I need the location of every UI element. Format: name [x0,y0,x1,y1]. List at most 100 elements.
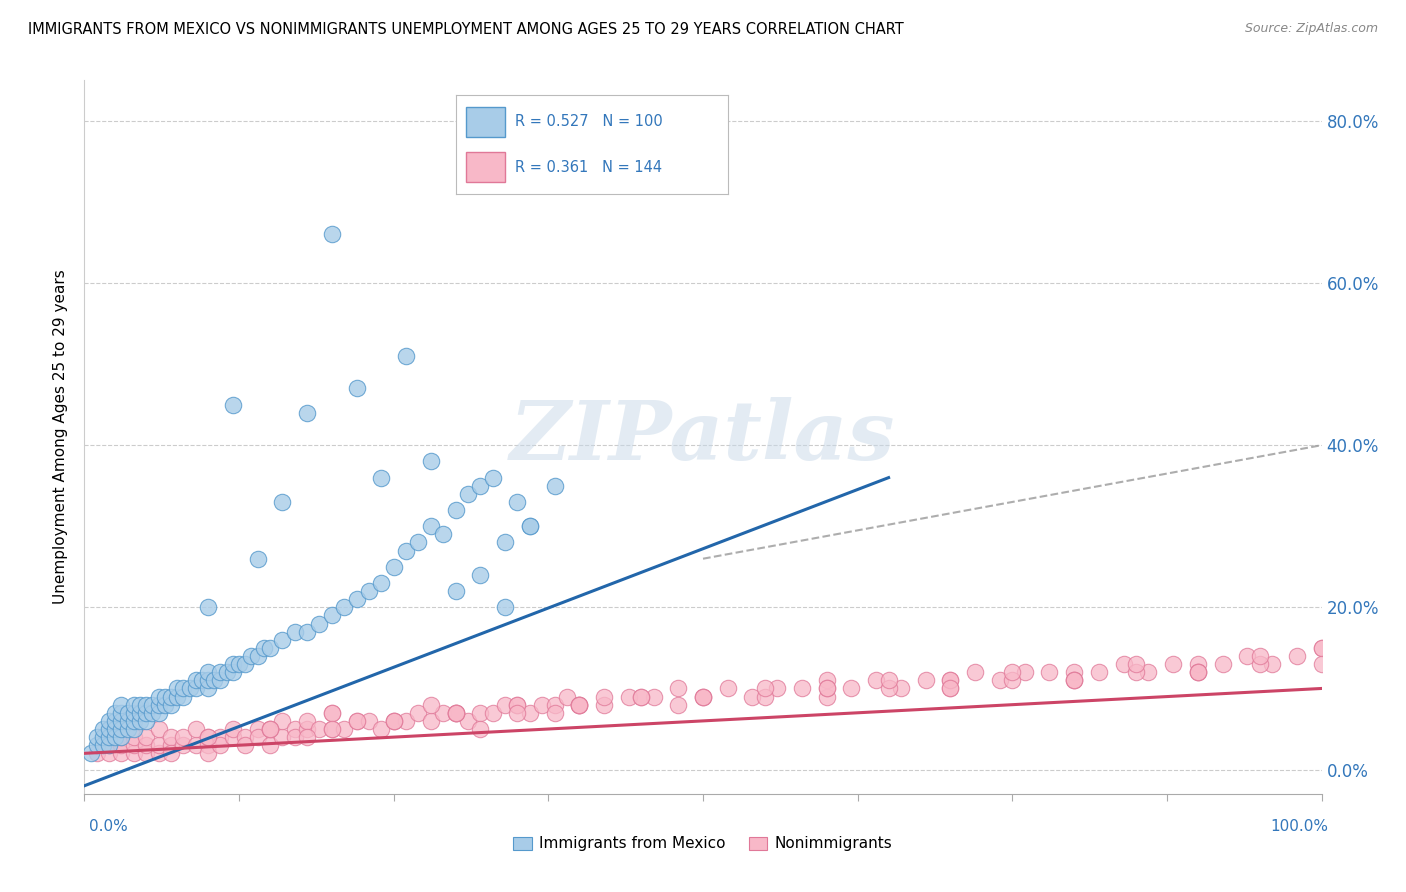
Point [222,722,245,736]
Point [197,600,219,615]
Point [1137,665,1160,680]
Point [122,747,145,761]
Point [148,747,170,761]
Point [215,665,238,680]
Point [86,738,108,752]
Point [692,690,714,704]
Point [419,698,441,712]
Point [333,600,356,615]
Point [519,706,541,720]
Point [666,698,689,712]
Point [166,681,188,696]
Point [444,706,467,720]
Point [717,681,740,696]
Point [395,349,418,363]
Point [209,665,232,680]
Point [271,730,294,744]
Point [202,673,225,688]
Point [110,722,132,736]
Point [295,624,318,639]
Point [233,738,256,752]
Point [233,730,256,744]
Point [246,648,269,663]
Point [122,738,145,752]
Point [419,454,441,468]
Point [271,714,294,728]
Point [965,665,987,680]
Point [148,706,170,720]
Point [494,600,516,615]
Point [110,706,132,720]
Point [346,592,368,607]
Point [141,706,163,720]
Point [1038,665,1060,680]
Point [135,730,157,744]
Point [519,519,541,533]
Point [166,690,188,704]
Point [259,722,281,736]
Point [253,640,276,655]
Point [1001,673,1024,688]
Text: 100.0%: 100.0% [1271,820,1329,834]
Point [815,673,838,688]
Point [129,698,152,712]
Point [209,673,232,688]
Point [197,673,219,688]
Point [630,690,652,704]
Point [543,479,565,493]
Point [543,706,565,720]
Point [1310,640,1333,655]
Point [370,576,392,591]
Point [555,690,578,704]
Point [295,406,318,420]
Point [148,690,170,704]
Point [382,559,405,574]
Point [568,698,591,712]
Point [939,673,962,688]
Point [1063,673,1085,688]
Point [1187,665,1209,680]
Point [444,706,467,720]
Point [1187,657,1209,672]
Point [841,681,863,696]
Point [104,730,127,744]
Point [197,747,219,761]
Point [1249,648,1271,663]
Point [593,690,616,704]
Point [284,722,307,736]
Point [91,738,114,752]
Point [135,747,157,761]
Point [470,722,492,736]
Point [692,690,714,704]
Point [179,681,201,696]
Point [321,706,343,720]
Point [877,681,900,696]
Point [246,730,269,744]
Point [470,479,492,493]
Point [197,730,219,744]
Y-axis label: Unemployment Among Ages 25 to 29 years: Unemployment Among Ages 25 to 29 years [53,269,69,605]
Point [117,706,139,720]
Point [370,470,392,484]
Point [259,722,281,736]
Point [110,730,132,744]
Point [865,673,887,688]
Point [1001,665,1024,680]
Point [1187,665,1209,680]
Point [481,470,503,484]
Point [284,624,307,639]
Point [129,714,152,728]
Point [98,738,121,752]
Point [444,706,467,720]
Point [1161,657,1184,672]
Legend: Immigrants from Mexico, Nonimmigrants: Immigrants from Mexico, Nonimmigrants [508,830,898,857]
Point [197,730,219,744]
Point [1063,673,1085,688]
Point [630,690,652,704]
Point [432,706,454,720]
Point [321,722,343,736]
Point [197,665,219,680]
Point [1063,665,1085,680]
Point [1112,657,1135,672]
Point [117,722,139,736]
